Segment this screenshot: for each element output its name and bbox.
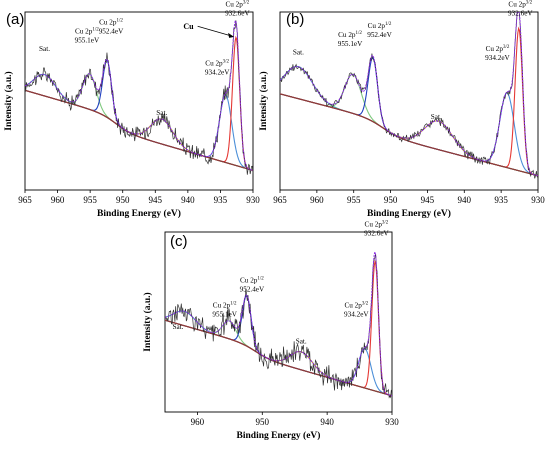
panel-letter: (c) xyxy=(170,233,188,250)
fit-component-2 xyxy=(280,56,538,177)
peak-label-value: 934.2eV xyxy=(344,311,369,319)
peak-label-value: 932.6eV xyxy=(508,10,533,18)
peak-label-value: 952.4eV xyxy=(367,31,392,39)
sat-label: Sat. xyxy=(39,45,50,53)
y-axis-title: Intensity (a.u.) xyxy=(142,292,153,351)
x-tick-label: 945 xyxy=(149,195,163,205)
peak-label-value: 932.6eV xyxy=(225,10,250,18)
x-tick-label: 965 xyxy=(18,195,32,205)
peak-label-value: 952.4eV xyxy=(240,285,265,293)
raw-data-line xyxy=(25,20,253,175)
fit-component-3 xyxy=(165,319,392,397)
plot-frame xyxy=(279,11,539,191)
sat-label: Sat. xyxy=(156,109,167,117)
plot-area xyxy=(165,250,392,399)
x-axis-title: Binding Energy (eV) xyxy=(237,430,321,441)
peak-label-value: 934.2eV xyxy=(205,68,230,76)
panel-letter: (a) xyxy=(6,11,24,28)
panel-c: (c) 960 950 940 930 Binding Energy (eV) Intens… xyxy=(142,221,399,441)
peak-label-name: Cu 2p3/2 xyxy=(225,1,249,9)
sat-label: Sat. xyxy=(296,338,307,346)
plot-area xyxy=(280,12,538,179)
fit-component-2 xyxy=(25,59,253,171)
envelope-line xyxy=(280,12,538,177)
peak-label-name: Cu 2p1/2 xyxy=(338,31,362,39)
x-tick-label: 935 xyxy=(494,195,508,205)
envelope-line xyxy=(25,20,253,171)
peak-label-name: Cu 2p3/2 xyxy=(486,45,510,53)
x-tick-label: 950 xyxy=(116,195,130,205)
fit-component-4 xyxy=(165,319,392,397)
x-tick-label: 950 xyxy=(384,195,398,205)
peak-label-name: Cu 2p3/2 xyxy=(508,1,532,9)
fit-component-1 xyxy=(165,319,392,397)
raw-data-line xyxy=(165,253,392,399)
peak-label-name: Cu 2p1/2 xyxy=(213,302,237,310)
peak-label-name: Cu 2p3/2 xyxy=(344,302,368,310)
fit-component-5 xyxy=(25,35,253,171)
peak-label-value: 952.4eV xyxy=(99,27,124,35)
x-tick-label: 960 xyxy=(310,195,324,205)
x-tick-label: 945 xyxy=(421,195,435,205)
peak-label-value: 955.1eV xyxy=(75,36,100,44)
peak-label-name: Cu 2p3/2 xyxy=(205,59,229,67)
background-line xyxy=(25,89,253,171)
x-axis-title: Binding Energy (eV) xyxy=(367,208,451,219)
plot-frame xyxy=(24,11,254,191)
x-tick-label: 940 xyxy=(320,417,334,427)
fit-component-3 xyxy=(280,93,538,177)
plot-frame xyxy=(164,231,393,413)
x-tick-label: 965 xyxy=(273,195,287,205)
y-axis-title: Intensity (a.u.) xyxy=(258,71,269,130)
x-tick-label: 955 xyxy=(347,195,361,205)
x-tick-label: 960 xyxy=(191,417,205,427)
sat-label: Sat. xyxy=(293,49,304,57)
x-tick-label: 930 xyxy=(531,195,545,205)
panel-a: (a) 965 960 955 950 945 940 935 930 Binding Energ… xyxy=(3,1,260,219)
plot-area xyxy=(25,20,253,175)
envelope-line xyxy=(165,250,392,397)
panel-b: (b) 965 960 955 950 945 940 935 930 Binding Energ… xyxy=(258,1,545,219)
peak-label-name: Cu 2p1/2 xyxy=(240,276,264,284)
x-tick-label: 935 xyxy=(214,195,228,205)
fit-component-4 xyxy=(280,92,538,177)
x-tick-label: 950 xyxy=(256,417,270,427)
cu-arrow-line xyxy=(197,25,232,37)
peak-label-value: 934.2eV xyxy=(485,54,510,62)
peak-label-name: Cu 2p1/2 xyxy=(368,22,392,30)
x-axis-title: Binding Energy (eV) xyxy=(97,208,181,219)
peak-label-name: Cu 2p3/2 xyxy=(365,221,389,229)
peak-label-value: 932.6eV xyxy=(364,230,389,238)
background-line xyxy=(165,319,392,397)
sat-label: Sat. xyxy=(431,113,442,121)
cu-arrow-head xyxy=(228,32,235,38)
x-tick-label: 940 xyxy=(181,195,195,205)
sat-label: Sat. xyxy=(172,323,183,331)
x-tick-label: 940 xyxy=(458,195,472,205)
peak-label-name: Cu 2p1/2 xyxy=(99,18,123,26)
cu-label: Cu xyxy=(183,22,194,31)
peak-label-value: 955.1eV xyxy=(338,40,363,48)
panel-letter: (b) xyxy=(286,11,304,28)
peak-label-name: Cu 2p1/2 xyxy=(75,27,99,35)
y-axis-title: Intensity (a.u.) xyxy=(3,71,14,130)
x-tick-label: 955 xyxy=(83,195,97,205)
x-tick-label: 930 xyxy=(385,417,399,427)
background-line xyxy=(280,93,538,177)
x-tick-label: 960 xyxy=(51,195,65,205)
x-tick-label: 930 xyxy=(246,195,260,205)
fit-component-5 xyxy=(165,259,392,397)
peak-label-value: 955.1eV xyxy=(212,311,237,319)
